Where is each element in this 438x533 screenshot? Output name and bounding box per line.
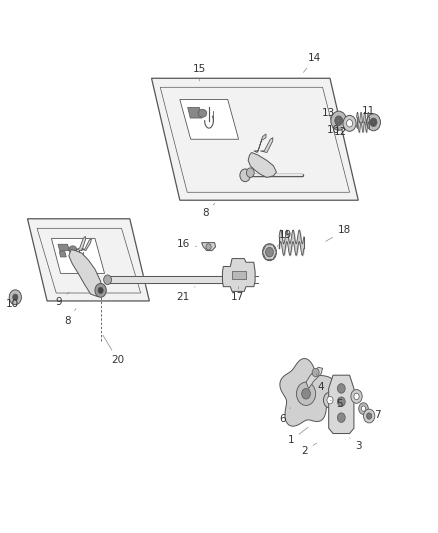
- Circle shape: [351, 390, 362, 403]
- Circle shape: [346, 119, 353, 127]
- Polygon shape: [248, 152, 276, 177]
- Circle shape: [95, 284, 106, 297]
- Text: 14: 14: [304, 53, 321, 72]
- Text: 19: 19: [277, 230, 292, 247]
- Circle shape: [13, 294, 18, 301]
- Text: 10: 10: [6, 298, 19, 309]
- Polygon shape: [280, 359, 336, 426]
- Polygon shape: [328, 375, 354, 433]
- Text: 6: 6: [280, 408, 290, 424]
- Circle shape: [367, 413, 372, 419]
- Circle shape: [335, 116, 343, 125]
- Ellipse shape: [69, 246, 77, 253]
- Polygon shape: [76, 236, 85, 251]
- Circle shape: [370, 118, 377, 126]
- Circle shape: [312, 368, 319, 377]
- Circle shape: [104, 275, 112, 285]
- Text: 2: 2: [301, 443, 317, 456]
- Circle shape: [364, 409, 375, 423]
- Polygon shape: [180, 100, 239, 139]
- Text: 5: 5: [330, 399, 343, 409]
- Circle shape: [297, 382, 316, 406]
- Circle shape: [327, 397, 333, 404]
- Polygon shape: [58, 244, 69, 251]
- Circle shape: [247, 168, 254, 177]
- Text: 21: 21: [177, 287, 195, 302]
- Polygon shape: [232, 271, 246, 279]
- Text: 8: 8: [202, 203, 215, 218]
- Polygon shape: [262, 245, 276, 260]
- Text: 11: 11: [362, 106, 375, 122]
- Text: 18: 18: [326, 225, 351, 241]
- Polygon shape: [201, 243, 215, 251]
- Circle shape: [331, 111, 346, 130]
- Text: 12: 12: [333, 126, 350, 138]
- Text: 7: 7: [369, 410, 380, 420]
- Circle shape: [367, 114, 381, 131]
- Polygon shape: [260, 138, 273, 152]
- Polygon shape: [59, 252, 66, 257]
- Text: 4: 4: [316, 374, 324, 392]
- Circle shape: [343, 115, 356, 131]
- Circle shape: [337, 413, 345, 422]
- Polygon shape: [306, 367, 322, 389]
- Text: 8: 8: [64, 309, 76, 326]
- Text: 17: 17: [231, 287, 244, 302]
- Circle shape: [337, 384, 345, 393]
- Circle shape: [206, 244, 211, 250]
- Text: 15: 15: [192, 64, 205, 81]
- Polygon shape: [223, 259, 255, 292]
- Circle shape: [265, 247, 273, 257]
- Polygon shape: [254, 134, 266, 152]
- Circle shape: [240, 169, 251, 182]
- Text: 16: 16: [177, 239, 197, 249]
- Polygon shape: [69, 249, 102, 297]
- Text: 3: 3: [350, 438, 362, 451]
- Polygon shape: [152, 78, 358, 200]
- Polygon shape: [28, 219, 149, 301]
- Circle shape: [359, 403, 368, 415]
- Circle shape: [354, 393, 359, 400]
- Text: 20: 20: [103, 335, 124, 365]
- Circle shape: [9, 290, 21, 305]
- Circle shape: [361, 406, 366, 411]
- Polygon shape: [51, 238, 105, 273]
- Circle shape: [323, 392, 336, 408]
- Circle shape: [302, 389, 311, 399]
- Ellipse shape: [198, 109, 207, 117]
- Text: 9: 9: [56, 292, 69, 307]
- Text: 10: 10: [326, 124, 345, 135]
- Text: 13: 13: [322, 108, 339, 120]
- Circle shape: [98, 287, 103, 294]
- Polygon shape: [187, 108, 202, 118]
- Text: 1: 1: [287, 427, 308, 446]
- Polygon shape: [81, 239, 92, 251]
- Circle shape: [262, 244, 276, 261]
- Circle shape: [337, 397, 345, 407]
